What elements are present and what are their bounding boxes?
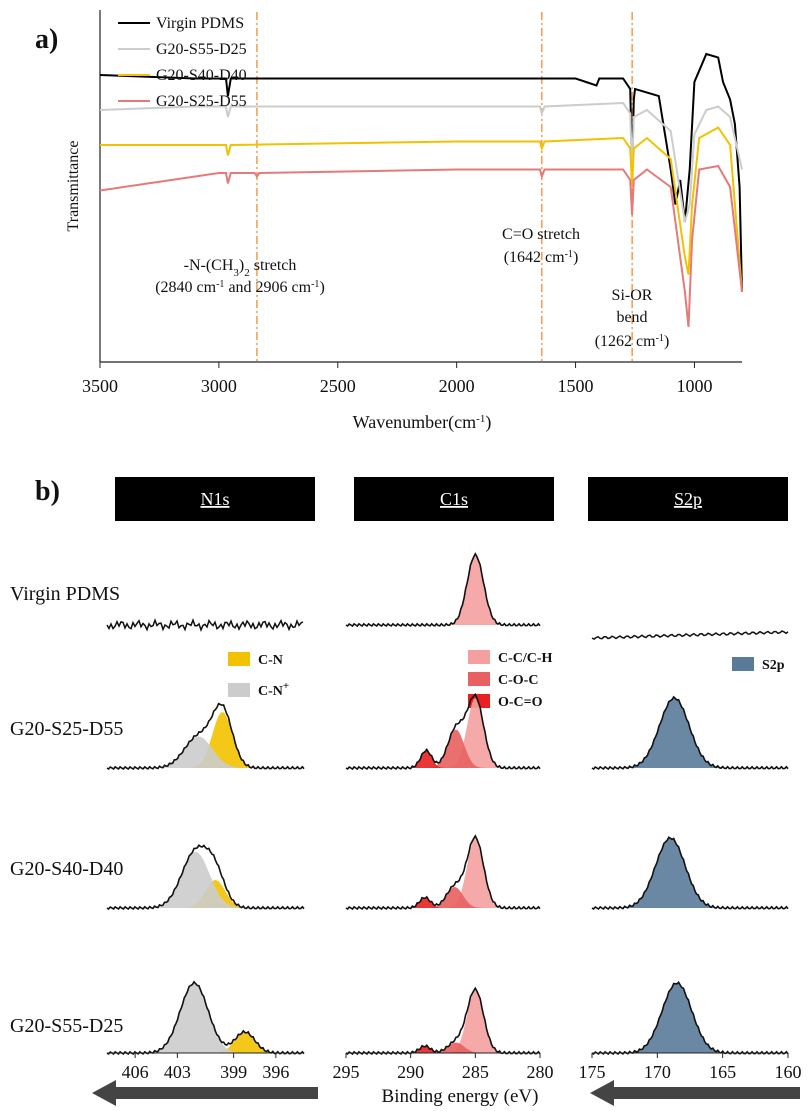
legend-label-cnplus: C-N+: [258, 680, 289, 699]
sample-label-s40: G20-S40-D40: [10, 858, 123, 880]
x-tick-label: 2000: [439, 376, 475, 396]
sample-label-s25: G20-S25-D55: [10, 718, 123, 740]
x-axis-label: Wavenumber(cm-1): [353, 412, 492, 433]
header-c1s-label: C1s: [440, 489, 468, 509]
legend-swatch-s2p: [732, 657, 754, 671]
spectra-legend: Virgin PDMS G20-S55-D25 G20-S40-D40 G20-S25…: [118, 15, 247, 110]
header-n1s: N1s: [115, 477, 315, 521]
xps-tick-label: 160: [775, 1062, 802, 1082]
envelope-trace: [591, 836, 789, 911]
annotation-nch3-wavenumbers: (2840 cm-1 and 2906 cm-1): [155, 279, 325, 297]
legend-label-oco: O-C=O: [498, 695, 543, 710]
envelope-trace: [345, 986, 541, 1056]
xps-tick-label: 280: [527, 1062, 554, 1082]
xps-tick-label: 175: [579, 1062, 606, 1082]
xps-x-ticks: 406 403 399 396 295 290 285 280 175 170 165 160: [107, 1052, 802, 1082]
legend-label: G20-S25-D55: [156, 93, 247, 110]
annotation-sior: Si-OR: [612, 287, 653, 304]
component-s2p: [592, 698, 788, 768]
component-c-n-: [107, 852, 304, 908]
xps-tick-label: 285: [462, 1062, 489, 1082]
reference-lines: [256, 12, 633, 362]
x-tick-label: 3500: [82, 376, 118, 396]
annotation-sior-bend: bend: [616, 309, 647, 326]
header-c1s: C1s: [354, 477, 554, 521]
panel-a-frame: [99, 10, 742, 363]
sample-label-virgin: Virgin PDMS: [10, 583, 120, 605]
y-axis-label: Transmittance: [65, 141, 82, 232]
envelope-trace: [345, 552, 541, 628]
legend-swatch-cn: [228, 652, 250, 666]
envelope-trace: [106, 702, 305, 771]
envelope-trace: [345, 834, 541, 911]
xps-tick-label: 290: [397, 1062, 424, 1082]
annotation-sior-wavenumber: (1262 cm-1): [595, 333, 670, 351]
xps-x-axis-label: Binding energy (eV): [382, 1086, 539, 1107]
header-n1s-label: N1s: [200, 489, 229, 509]
panel-a-label: a): [35, 24, 58, 55]
component-c-c-c-h: [346, 555, 540, 625]
legend-n1s: C-N C-N+: [228, 652, 289, 699]
legend-label-cn: C-N: [258, 653, 283, 668]
envelope-trace: [345, 692, 541, 771]
annotation-co-stretch: C=O stretch: [502, 226, 580, 243]
sample-label-s55: G20-S55-D25: [10, 1015, 123, 1037]
component-c-o-c: [346, 729, 540, 768]
xps-tick-label: 165: [709, 1062, 736, 1082]
legend-swatch-cnplus: [228, 683, 250, 697]
component-c-c-c-h: [346, 838, 540, 908]
x-tick-label: 1500: [558, 376, 594, 396]
component-c-o-c: [346, 887, 540, 908]
legend-swatch-coc: [468, 672, 490, 686]
noise-trace-virgin: [106, 617, 304, 632]
component-c-o-c: [346, 1042, 540, 1053]
xps-tick-label: 396: [262, 1062, 289, 1082]
xps-tick-label: 406: [122, 1062, 149, 1082]
xps-tick-label: 295: [333, 1062, 360, 1082]
legend-label: G20-S40-D40: [156, 67, 247, 84]
spectrum-g20-s40-d40: [100, 126, 743, 293]
legend-s2p: S2p: [732, 657, 785, 673]
spectrum-g20-s55-d25: [99, 101, 743, 223]
envelope-trace: [591, 695, 789, 771]
x-axis-ticks: 3500 3000 2500 2000 1500 1000: [82, 362, 712, 396]
right-arrow-icon: [590, 1080, 800, 1106]
legend-swatch-cc: [468, 650, 490, 664]
component-c-c-c-h: [346, 990, 540, 1053]
xps-tick-label: 399: [220, 1062, 247, 1082]
header-s2p-label: S2p: [674, 489, 702, 509]
legend-label: Virgin PDMS: [156, 15, 244, 32]
annotation-nch3-stretch: -N-(CH3)2 stretch: [184, 257, 297, 279]
xps-tick-label: 170: [644, 1062, 671, 1082]
legend-c1s: C-C/C-H C-O-C O-C=O: [468, 650, 553, 710]
x-tick-label: 1000: [676, 376, 712, 396]
spectrum-g20-s25-d55: [99, 164, 743, 328]
legend-label-cc: C-C/C-H: [498, 651, 553, 666]
legend-label: G20-S55-D25: [156, 41, 247, 58]
xps-spectra: [106, 552, 789, 1056]
component-c-n-: [107, 983, 304, 1053]
component-s2p: [592, 983, 788, 1053]
header-s2p: S2p: [588, 477, 788, 521]
noise-trace-virgin: [591, 630, 789, 640]
left-arrow-icon: [92, 1080, 318, 1106]
legend-label-s2p: S2p: [762, 658, 785, 673]
envelope-trace: [106, 844, 305, 911]
panel-b-label: b): [35, 476, 60, 507]
annotation-co-wavenumber: (1642 cm-1): [504, 249, 579, 267]
spectra-series: [99, 52, 743, 328]
legend-label-coc: C-O-C: [498, 673, 538, 688]
xps-tick-label: 403: [164, 1062, 191, 1082]
spectrum-virgin-pdms: [99, 52, 743, 293]
x-tick-label: 2500: [320, 376, 356, 396]
envelope-trace: [591, 981, 789, 1056]
component-c-n-: [107, 736, 304, 768]
component-c-n: [107, 1032, 304, 1053]
component-s2p: [592, 838, 788, 908]
x-tick-label: 3000: [201, 376, 237, 396]
